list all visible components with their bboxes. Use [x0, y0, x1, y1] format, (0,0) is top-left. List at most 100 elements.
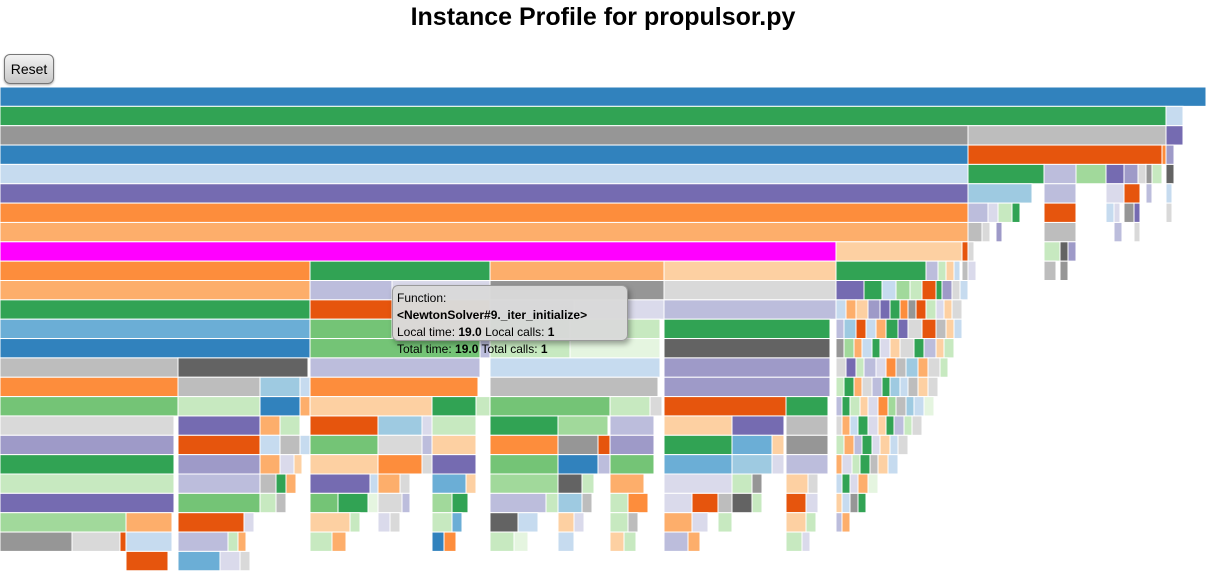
flame-frame-13-5[interactable]	[663, 338, 831, 359]
flame-frame-6-1[interactable]	[967, 202, 989, 223]
flame-frame-17-11[interactable]	[663, 415, 733, 436]
flame-frame-19-6[interactable]	[377, 454, 423, 475]
flame-frame-14-15[interactable]	[939, 357, 949, 378]
flame-frame-3-0[interactable]	[0, 144, 969, 165]
flame-frame-22-5[interactable]	[349, 512, 361, 533]
flame-frame-11-9[interactable]	[867, 299, 881, 320]
flame-frame-23-9[interactable]	[431, 531, 445, 552]
flame-frame-23-6[interactable]	[237, 531, 247, 552]
flame-frame-21-25[interactable]	[841, 492, 851, 514]
flame-frame-6-2[interactable]	[987, 202, 999, 223]
flame-frame-19-21[interactable]	[869, 454, 879, 475]
flame-frame-0-0[interactable]	[0, 87, 1206, 107]
flame-frame-6-4[interactable]	[1011, 202, 1021, 223]
flame-frame-18-9[interactable]	[489, 434, 559, 456]
flame-frame-10-6[interactable]	[863, 280, 883, 301]
flame-frame-16-21[interactable]	[913, 396, 925, 417]
flame-frame-22-11[interactable]	[517, 512, 539, 533]
flame-frame-17-18[interactable]	[867, 415, 879, 436]
flame-frame-4-3[interactable]	[1075, 163, 1107, 185]
flame-frame-18-8[interactable]	[431, 434, 477, 456]
flame-frame-15-16[interactable]	[917, 376, 929, 398]
flame-frame-9-0[interactable]	[0, 260, 311, 281]
flame-frame-13-7[interactable]	[843, 338, 855, 359]
flame-frame-13-12[interactable]	[889, 338, 901, 359]
flame-frame-22-8[interactable]	[431, 512, 453, 533]
flame-frame-17-12[interactable]	[731, 415, 785, 436]
flame-frame-20-21[interactable]	[841, 473, 851, 494]
flame-frame-13-16[interactable]	[935, 338, 945, 359]
flame-frame-15-10[interactable]	[861, 376, 873, 398]
flame-frame-12-13[interactable]	[907, 318, 923, 340]
flame-frame-18-23[interactable]	[889, 434, 899, 456]
flame-frame-20-9[interactable]	[431, 473, 467, 494]
flame-frame-17-1[interactable]	[177, 415, 261, 436]
flame-frame-12-7[interactable]	[843, 318, 857, 340]
flame-frame-9-1[interactable]	[309, 260, 491, 281]
flame-frame-23-5[interactable]	[227, 531, 239, 552]
flame-frame-14-2[interactable]	[309, 357, 481, 378]
flame-frame-19-3[interactable]	[279, 454, 295, 475]
flame-frame-7-2[interactable]	[981, 221, 991, 243]
flame-frame-16-4[interactable]	[309, 396, 433, 417]
flame-frame-16-16[interactable]	[867, 396, 879, 417]
flame-frame-17-4[interactable]	[309, 415, 379, 436]
flame-frame-18-6[interactable]	[377, 434, 423, 456]
flame-frame-20-18[interactable]	[785, 473, 809, 494]
flame-frame-19-1[interactable]	[177, 454, 261, 475]
flame-frame-13-9[interactable]	[861, 338, 873, 359]
flame-frame-7-6[interactable]	[1133, 221, 1141, 243]
flame-frame-21-9[interactable]	[431, 492, 453, 514]
flame-frame-21-8[interactable]	[401, 492, 411, 514]
flame-frame-21-4[interactable]	[309, 492, 339, 514]
flame-frame-12-5[interactable]	[663, 318, 831, 340]
flame-frame-20-4[interactable]	[285, 473, 297, 494]
flame-frame-22-18[interactable]	[717, 512, 733, 533]
flame-frame-22-12[interactable]	[557, 512, 575, 533]
reset-button[interactable]: Reset	[4, 54, 54, 84]
flame-frame-14-10[interactable]	[885, 357, 897, 378]
flame-frame-15-11[interactable]	[871, 376, 883, 398]
flame-frame-18-7[interactable]	[421, 434, 433, 456]
flame-frame-11-8[interactable]	[855, 299, 869, 320]
flame-frame-18-17[interactable]	[835, 434, 845, 456]
flame-frame-5-6[interactable]	[1165, 183, 1173, 204]
flame-frame-20-0[interactable]	[0, 473, 175, 494]
flame-frame-11-0[interactable]	[0, 299, 311, 320]
flame-frame-21-3[interactable]	[275, 492, 287, 514]
flame-frame-22-16[interactable]	[663, 512, 693, 533]
flame-frame-14-13[interactable]	[917, 357, 929, 378]
flame-frame-24-0[interactable]	[125, 550, 169, 571]
flame-frame-19-8[interactable]	[431, 454, 477, 475]
flame-frame-21-18[interactable]	[691, 492, 719, 514]
flame-frame-12-9[interactable]	[865, 318, 877, 340]
flame-frame-13-6[interactable]	[835, 338, 845, 359]
flame-frame-17-10[interactable]	[609, 415, 655, 436]
flame-frame-11-15[interactable]	[925, 299, 937, 320]
flame-frame-12-10[interactable]	[875, 318, 887, 340]
flame-frame-23-14[interactable]	[609, 531, 625, 552]
flame-frame-17-7[interactable]	[431, 415, 477, 436]
flame-frame-21-21[interactable]	[751, 492, 763, 514]
flame-frame-11-10[interactable]	[879, 299, 891, 320]
flame-frame-20-3[interactable]	[275, 473, 287, 494]
flame-frame-11-16[interactable]	[935, 299, 945, 320]
flame-frame-8-2[interactable]	[961, 241, 969, 262]
flame-frame-6-9[interactable]	[1133, 202, 1141, 223]
flame-frame-19-7[interactable]	[421, 454, 433, 475]
flame-frame-8-3[interactable]	[967, 241, 975, 262]
flame-frame-9-9[interactable]	[961, 260, 969, 281]
flame-frame-9-4[interactable]	[835, 260, 927, 281]
flame-frame-16-8[interactable]	[609, 396, 651, 417]
flame-frame-23-15[interactable]	[623, 531, 637, 552]
flame-frame-18-19[interactable]	[853, 434, 863, 456]
flame-frame-16-7[interactable]	[489, 396, 611, 417]
flame-frame-6-6[interactable]	[1105, 202, 1115, 223]
flame-frame-14-3[interactable]	[489, 357, 661, 378]
flame-frame-24-1[interactable]	[177, 550, 221, 571]
flame-frame-24-2[interactable]	[219, 550, 241, 571]
flame-frame-6-0[interactable]	[0, 202, 969, 223]
flame-frame-21-2[interactable]	[259, 492, 277, 514]
flame-frame-5-4[interactable]	[1123, 183, 1141, 204]
flame-frame-23-19[interactable]	[801, 531, 811, 552]
